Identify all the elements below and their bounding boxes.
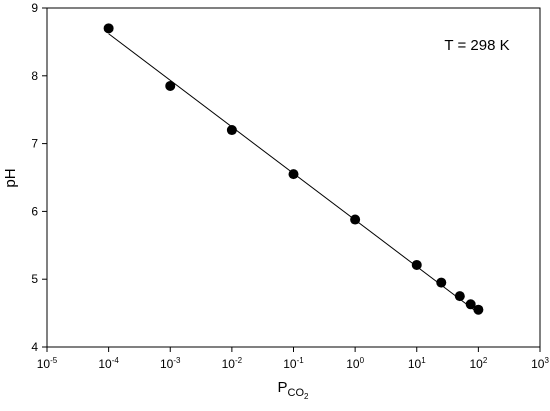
data-point (473, 304, 484, 315)
y-tick-label: 4 (31, 340, 38, 354)
x-tick-label-base: 10 (37, 357, 51, 371)
data-point (436, 277, 447, 288)
x-tick-label-exponent: 2 (483, 356, 488, 365)
y-tick-label: 7 (31, 137, 38, 151)
data-point (288, 169, 299, 180)
x-tick-label-exponent: -1 (297, 356, 305, 365)
x-tick-label-base: 10 (346, 357, 360, 371)
y-tick-label: 8 (31, 69, 38, 83)
data-point (411, 259, 422, 270)
annotation-temperature: T = 298 K (444, 37, 509, 54)
x-tick-label-base: 10 (222, 357, 236, 371)
y-axis-title: pH (2, 168, 19, 187)
y-tick-label: 6 (31, 204, 38, 218)
x-tick-label-exponent: -4 (112, 356, 120, 365)
x-tick-label-base: 10 (98, 357, 112, 371)
data-point (350, 214, 361, 225)
data-points (103, 23, 484, 315)
x-tick-label: 10-1 (283, 356, 304, 371)
data-point (165, 80, 176, 91)
y-tick-label: 5 (31, 272, 38, 286)
x-tick-label-exponent: -2 (235, 356, 243, 365)
x-tick-label: 100 (346, 356, 364, 371)
x-tick-label-base: 10 (469, 357, 483, 371)
data-point (226, 125, 237, 136)
x-axis-title-main: P (278, 379, 288, 396)
x-tick-label: 10-4 (98, 356, 119, 371)
x-tick-label: 10-2 (222, 356, 243, 371)
x-tick-label-base: 10 (160, 357, 174, 371)
x-tick-label-exponent: 1 (421, 356, 426, 365)
x-tick-label: 10-5 (37, 356, 58, 371)
y-axis-ticks: 4 5 6 7 8 9 (31, 1, 47, 354)
x-axis-title-subsub: 2 (304, 392, 309, 401)
x-tick-label: 10-3 (160, 356, 181, 371)
x-tick-label-exponent: -3 (173, 356, 181, 365)
x-tick-label-base: 10 (283, 357, 297, 371)
x-axis-title-sub: CO (288, 387, 305, 399)
x-axis-title: PCO2 (278, 379, 310, 401)
y-tick-label: 9 (31, 1, 38, 15)
x-tick-label-base: 10 (408, 357, 422, 371)
x-axis-ticks: 10-5 10-4 10-3 10-2 10-1 100 101 102 103 (37, 347, 549, 371)
x-tick-label: 101 (408, 356, 426, 371)
x-tick-label: 102 (469, 356, 487, 371)
x-tick-label: 103 (531, 356, 549, 371)
x-tick-label-base: 10 (531, 357, 545, 371)
x-tick-label-exponent: 3 (544, 356, 549, 365)
data-point (465, 299, 476, 310)
data-point (103, 23, 114, 34)
x-tick-label-exponent: 0 (360, 356, 365, 365)
data-point (454, 291, 465, 302)
x-tick-label-exponent: -5 (50, 356, 58, 365)
